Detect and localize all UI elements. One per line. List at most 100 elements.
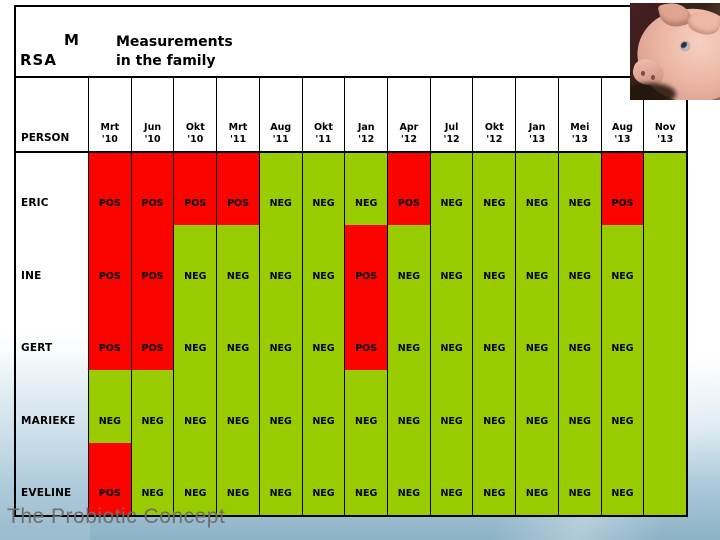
date-header-cell: Jan '13 <box>516 78 558 153</box>
result-value: NEG <box>184 415 207 427</box>
result-cell: NEG <box>302 370 345 443</box>
result-value: NEG <box>226 270 250 282</box>
result-value: NEG <box>483 270 506 282</box>
measurement-table: M RSA Measurements in the family PERSON … <box>14 5 688 517</box>
result-cell: POS <box>601 153 644 226</box>
result-cell: POS <box>89 153 131 226</box>
result-cell: NEG <box>558 370 601 443</box>
result-value: NEG <box>355 198 378 210</box>
result-cell <box>644 370 687 443</box>
result-value: NEG <box>611 343 634 355</box>
result-cell: POS <box>89 297 131 371</box>
date-column: Aug '11 NEG NEG NEG NEG NEG <box>258 78 302 516</box>
result-cell: NEG <box>388 442 430 516</box>
date-header-cell: Mrt '10 <box>89 78 131 153</box>
result-cell: NEG <box>516 370 558 443</box>
result-value: NEG <box>568 198 591 210</box>
person-column: PERSON ERIC INE GERT MARIEKE EVELINE <box>16 78 88 515</box>
date-header-cell: Okt '10 <box>174 78 217 153</box>
result-value: NEG <box>568 343 591 355</box>
result-cell: NEG <box>516 225 558 298</box>
date-header-text: '13 <box>614 133 631 145</box>
result-value: NEG <box>568 415 591 427</box>
date-column: Okt '12 NEG NEG NEG NEG NEG <box>472 78 516 516</box>
pig-photo <box>630 3 720 100</box>
date-header-cell: Apr '12 <box>388 78 430 153</box>
result-cell: NEG <box>217 370 259 443</box>
result-cell: NEG <box>302 225 345 298</box>
result-value: NEG <box>312 488 335 500</box>
result-value: POS <box>611 198 634 210</box>
result-value: NEG <box>355 488 378 500</box>
result-cell: POS <box>217 153 259 226</box>
result-cell: NEG <box>302 442 345 516</box>
result-cell: POS <box>131 297 174 371</box>
result-value: NEG <box>440 415 463 427</box>
result-value: POS <box>98 198 121 210</box>
result-cell: NEG <box>558 297 601 371</box>
title-line1: Measurements <box>116 34 233 50</box>
result-cell: NEG <box>174 370 217 443</box>
result-cell: NEG <box>473 153 516 226</box>
result-value: NEG <box>226 343 250 355</box>
date-column: Aug '13 POS NEG NEG NEG NEG <box>600 78 644 516</box>
result-value: NEG <box>397 270 421 282</box>
result-value: NEG <box>184 343 207 355</box>
result-value: NEG <box>269 270 292 282</box>
result-value: NEG <box>568 488 591 500</box>
result-cell: NEG <box>388 297 430 371</box>
result-cell: NEG <box>473 442 516 516</box>
result-cell: NEG <box>430 297 473 371</box>
result-value: NEG <box>141 415 164 427</box>
result-cell: NEG <box>558 442 601 516</box>
result-value: NEG <box>483 415 506 427</box>
date-header-text: Nov <box>654 122 676 133</box>
date-header-text: Apr <box>399 122 419 133</box>
result-cell: NEG <box>259 370 302 443</box>
result-cell: NEG <box>302 153 345 226</box>
result-cell: POS <box>131 153 174 226</box>
result-cell: NEG <box>473 370 516 443</box>
date-column: Jun '10 POS POS POS NEG NEG <box>130 78 174 516</box>
table-title-row: M RSA Measurements in the family <box>16 7 686 78</box>
result-value: NEG <box>440 343 463 355</box>
date-column: Mei '13 NEG NEG NEG NEG NEG <box>557 78 601 516</box>
result-value: POS <box>355 343 378 355</box>
result-cell: NEG <box>430 225 473 298</box>
result-cell: NEG <box>131 442 174 516</box>
date-header-text: '11 <box>315 133 332 145</box>
date-header-cell: Jun '10 <box>131 78 174 153</box>
result-value: NEG <box>483 198 506 210</box>
result-value: NEG <box>525 488 549 500</box>
result-value: NEG <box>312 415 335 427</box>
result-cell: NEG <box>473 225 516 298</box>
result-cell: NEG <box>516 153 558 226</box>
date-column: Jan '13 NEG NEG NEG NEG NEG <box>515 78 558 516</box>
person-name: ERIC <box>21 197 49 210</box>
date-header-text: Jan <box>357 122 375 133</box>
result-cell: POS <box>388 153 430 226</box>
result-value: NEG <box>312 198 335 210</box>
date-column: Jan '12 NEG POS POS NEG NEG <box>344 78 388 516</box>
result-cell: NEG <box>430 153 473 226</box>
result-value: POS <box>98 343 121 355</box>
date-header-text: Okt <box>185 122 205 133</box>
date-header-text: '10 <box>187 133 204 145</box>
result-cell: NEG <box>174 442 217 516</box>
result-value: POS <box>397 198 420 210</box>
date-header-cell: Aug '11 <box>259 78 302 153</box>
result-cell: NEG <box>174 297 217 371</box>
date-header-cell: Mrt '11 <box>217 78 259 153</box>
result-cell: NEG <box>345 370 388 443</box>
result-value: POS <box>98 488 121 500</box>
date-header-cell: Okt '12 <box>473 78 516 153</box>
date-column: Jul '12 NEG NEG NEG NEG NEG <box>429 78 473 516</box>
date-header-text: '13 <box>657 133 674 145</box>
date-header-text: Mei <box>570 122 590 133</box>
date-header-text: '11 <box>272 133 289 145</box>
result-value: NEG <box>525 343 549 355</box>
result-cell: NEG <box>217 225 259 298</box>
result-cell <box>644 442 687 516</box>
result-value: NEG <box>611 415 634 427</box>
date-header-text: Mrt <box>228 122 248 133</box>
